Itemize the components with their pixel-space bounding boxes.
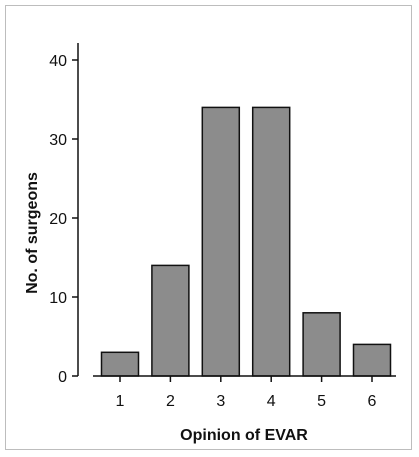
y-tick-label-20: 20 — [49, 211, 67, 228]
bar-6 — [352, 343, 392, 377]
y-ticks-group: 0 10 20 30 40 — [49, 53, 78, 386]
y-tick-label-0: 0 — [58, 369, 67, 386]
x-tick-label-6: 6 — [368, 393, 377, 410]
y-tick-label-40: 40 — [49, 53, 67, 70]
x-tick-label-5: 5 — [317, 393, 326, 410]
bar-2 — [151, 264, 190, 377]
x-tick-label-3: 3 — [216, 393, 225, 410]
bars-group — [100, 106, 392, 377]
bar-3 — [201, 106, 241, 377]
x-ticks-group: 1 2 3 4 5 6 — [116, 376, 377, 410]
x-tick-label-4: 4 — [267, 393, 276, 410]
y-tick-label-10: 10 — [49, 290, 67, 307]
y-tick-label-30: 30 — [49, 132, 67, 149]
y-axis-title: No. of surgeons — [24, 172, 41, 294]
x-tick-label-1: 1 — [116, 393, 125, 410]
bar-1 — [100, 351, 140, 377]
bar-5 — [302, 312, 341, 377]
bar-4 — [251, 106, 291, 377]
x-tick-label-2: 2 — [166, 393, 175, 410]
x-axis-title: Opinion of EVAR — [180, 427, 308, 444]
